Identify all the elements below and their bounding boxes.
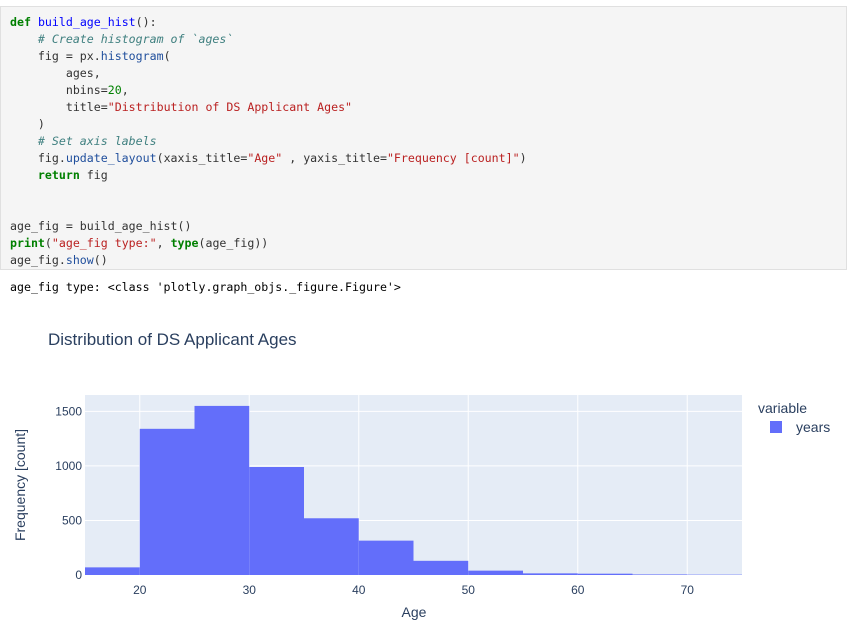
code-token: fig = px. [10,49,101,63]
histogram-bar[interactable] [139,428,195,575]
code-token: ages, [10,66,101,80]
code-line: fig.update_layout(xaxis_title="Age" , ya… [10,150,527,167]
code-line: ) [10,116,527,133]
x-tick-label: 60 [571,583,585,597]
x-tick-label: 40 [352,583,366,597]
code-token: ) [519,151,527,165]
histogram-bar[interactable] [632,574,688,575]
code-token: (): [135,15,157,29]
code-line: # Create histogram of `ages` [10,31,527,48]
legend-title: variable [758,400,807,416]
code-editor[interactable]: def build_age_hist(): # Create histogram… [10,14,527,269]
x-tick-label: 70 [681,583,695,597]
code-token: (xaxis_title= [156,151,248,165]
code-token: ( [44,236,52,250]
histogram-bar[interactable] [523,573,578,575]
histogram-chart: Distribution of DS Applicant Ages 20 30 40… [12,330,830,620]
code-token: ) [10,117,45,131]
code-token: title= [10,100,108,114]
code-token: # Set axis labels [37,134,157,148]
code-token: def [10,15,31,29]
code-token: age_fig. [10,253,66,267]
code-token: "Frequency [count]" [386,151,520,165]
code-line: # Set axis labels [10,133,527,150]
code-token: , [156,236,171,250]
code-token: () [93,253,108,267]
x-axis-ticks: 20 30 40 50 60 70 [133,583,694,597]
histogram-bar[interactable] [194,405,250,575]
chart-title: Distribution of DS Applicant Ages [48,330,297,349]
histogram-bar[interactable] [358,540,414,575]
y-tick-label: 0 [75,568,82,582]
x-tick-label: 20 [133,583,147,597]
x-tick-label: 30 [243,583,257,597]
code-token: "age_fig type:" [51,236,157,250]
histogram-bar[interactable] [304,518,359,575]
code-token: , yaxis_title= [282,151,387,165]
code-line: nbins=20, [10,82,527,99]
code-token: type [170,236,199,250]
bars [85,405,742,575]
code-token [31,15,38,29]
code-token: "Age" [247,151,283,165]
code-token: fig. [10,151,66,165]
histogram-bar[interactable] [413,560,469,575]
code-line [10,201,527,218]
code-line: age_fig.show() [10,252,527,269]
code-token: print [10,236,45,250]
histogram-bar[interactable] [85,567,140,575]
y-tick-label: 1500 [55,404,82,418]
code-cell[interactable]: def build_age_hist(): # Create histogram… [0,6,847,270]
code-token: , [121,83,129,97]
histogram-bar[interactable] [577,573,633,575]
code-token: age_fig = build_age_hist() [10,219,192,233]
code-line: return fig [10,167,527,184]
code-line: ages, [10,65,527,82]
code-token: show [65,253,94,267]
code-token: 20 [107,83,122,97]
histogram-bar[interactable] [468,570,523,575]
y-tick-label: 500 [62,513,82,527]
x-tick-label: 50 [462,583,476,597]
code-line: fig = px.histogram( [10,48,527,65]
legend-item-years[interactable]: years [796,419,830,435]
code-line: age_fig = build_age_hist() [10,218,527,235]
code-line: print("age_fig type:", type(age_fig)) [10,235,527,252]
code-line: title="Distribution of DS Applicant Ages… [10,99,527,116]
code-token: histogram [100,49,164,63]
y-axis-ticks: 0 500 1000 1500 [55,404,82,582]
histogram-bar[interactable] [249,467,304,575]
code-token: # Create histogram of `ages` [37,32,234,46]
code-token [10,168,38,182]
x-axis-title: Age [402,604,427,620]
legend-swatch[interactable] [770,421,782,433]
code-token [10,32,38,46]
code-token: nbins= [10,83,108,97]
code-token: fig [79,168,108,182]
y-tick-label: 1000 [55,459,82,473]
y-axis-title: Frequency [count] [12,429,28,541]
code-token: (age_fig)) [198,236,269,250]
code-token: "Distribution of DS Applicant Ages" [107,100,353,114]
code-token: return [37,168,80,182]
code-token [10,134,38,148]
code-token: update_layout [65,151,157,165]
code-token: build_age_hist [37,15,136,29]
code-line: def build_age_hist(): [10,14,527,31]
code-token: ( [163,49,171,63]
code-line [10,184,527,201]
cell-output-stdout: age_fig type: <class 'plotly.graph_objs.… [10,280,401,294]
